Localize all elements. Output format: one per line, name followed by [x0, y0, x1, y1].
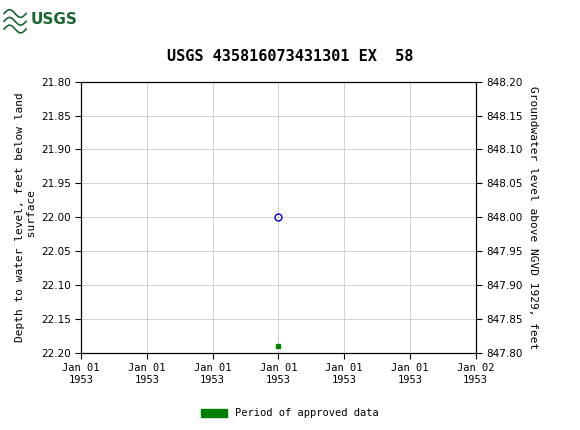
- Bar: [3, 3, 61, 36]
- Y-axis label: Depth to water level, feet below land
 surface: Depth to water level, feet below land su…: [15, 92, 37, 342]
- Y-axis label: Groundwater level above NGVD 1929, feet: Groundwater level above NGVD 1929, feet: [528, 86, 538, 349]
- Legend: Period of approved data: Period of approved data: [197, 404, 383, 423]
- Text: USGS 435816073431301 EX  58: USGS 435816073431301 EX 58: [167, 49, 413, 64]
- Text: USGS: USGS: [30, 12, 77, 27]
